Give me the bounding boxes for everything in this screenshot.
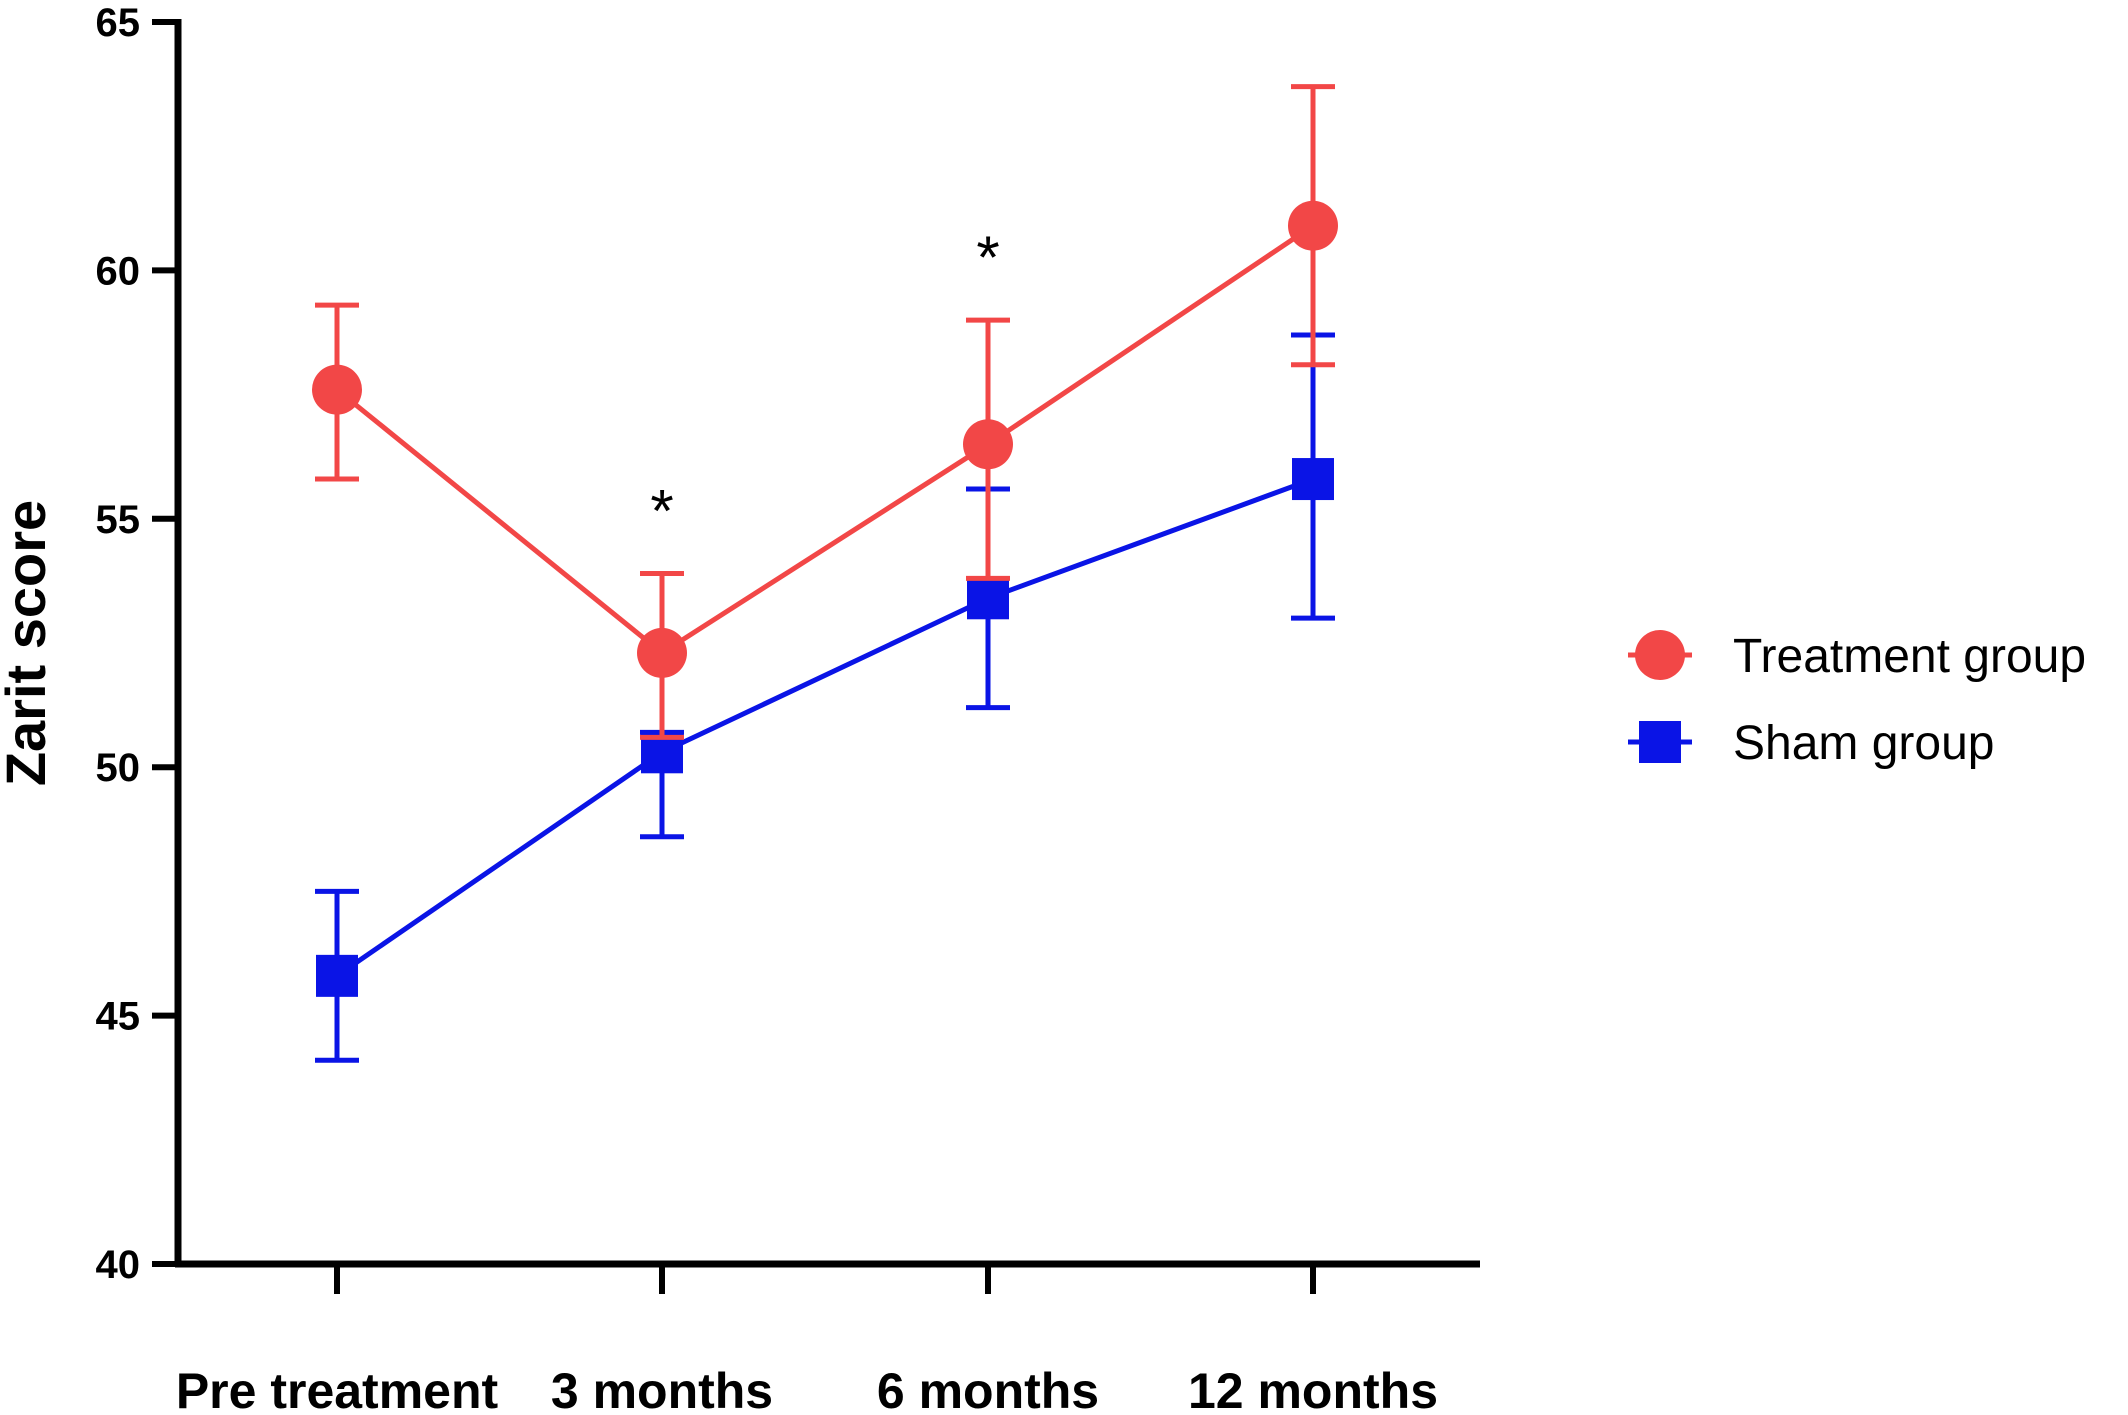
axes xyxy=(174,19,1480,1268)
legend-label: Treatment group xyxy=(1733,630,2086,683)
legend-marker xyxy=(1639,721,1681,763)
y-tick-label: 60 xyxy=(96,249,141,293)
x-tick-label: 12 months xyxy=(1188,1363,1438,1415)
legend: Treatment group Sham group xyxy=(1628,630,2086,770)
significance-asterisk: * xyxy=(976,224,999,291)
series-line xyxy=(335,223,1315,657)
legend-marker xyxy=(1635,630,1685,680)
x-axis-ticks: Pre treatment 3 months 6 months 12 months xyxy=(176,1264,1438,1415)
legend-label: Sham group xyxy=(1733,717,1995,770)
significance-asterisk: * xyxy=(650,477,673,544)
y-tick-label: 40 xyxy=(96,1243,141,1287)
x-tick-label: 3 months xyxy=(551,1363,773,1415)
legend-item: Treatment group xyxy=(1628,630,2086,683)
series-sham-group xyxy=(315,332,1335,1063)
y-axis-label: Zarit score xyxy=(0,500,57,786)
y-tick-label: 65 xyxy=(96,1,141,45)
y-tick-label: 50 xyxy=(96,746,141,790)
significance-annotations: ** xyxy=(650,224,999,544)
data-point xyxy=(1288,200,1338,251)
series-treatment-group xyxy=(312,84,1338,740)
data-point xyxy=(963,419,1013,470)
data-point xyxy=(967,577,1009,620)
series-layer xyxy=(312,84,1338,1063)
x-tick-label: Pre treatment xyxy=(176,1363,499,1415)
y-tick-label: 45 xyxy=(96,995,141,1039)
y-tick-label: 55 xyxy=(96,498,141,542)
data-point xyxy=(312,364,362,415)
data-point xyxy=(1292,458,1334,501)
x-tick-label: 6 months xyxy=(877,1363,1099,1415)
data-point xyxy=(637,627,687,678)
y-axis-ticks: 40 45 50 55 60 65 xyxy=(96,1,178,1287)
series-line xyxy=(335,476,1314,978)
data-point xyxy=(316,954,358,997)
legend-item: Sham group xyxy=(1628,717,1995,770)
